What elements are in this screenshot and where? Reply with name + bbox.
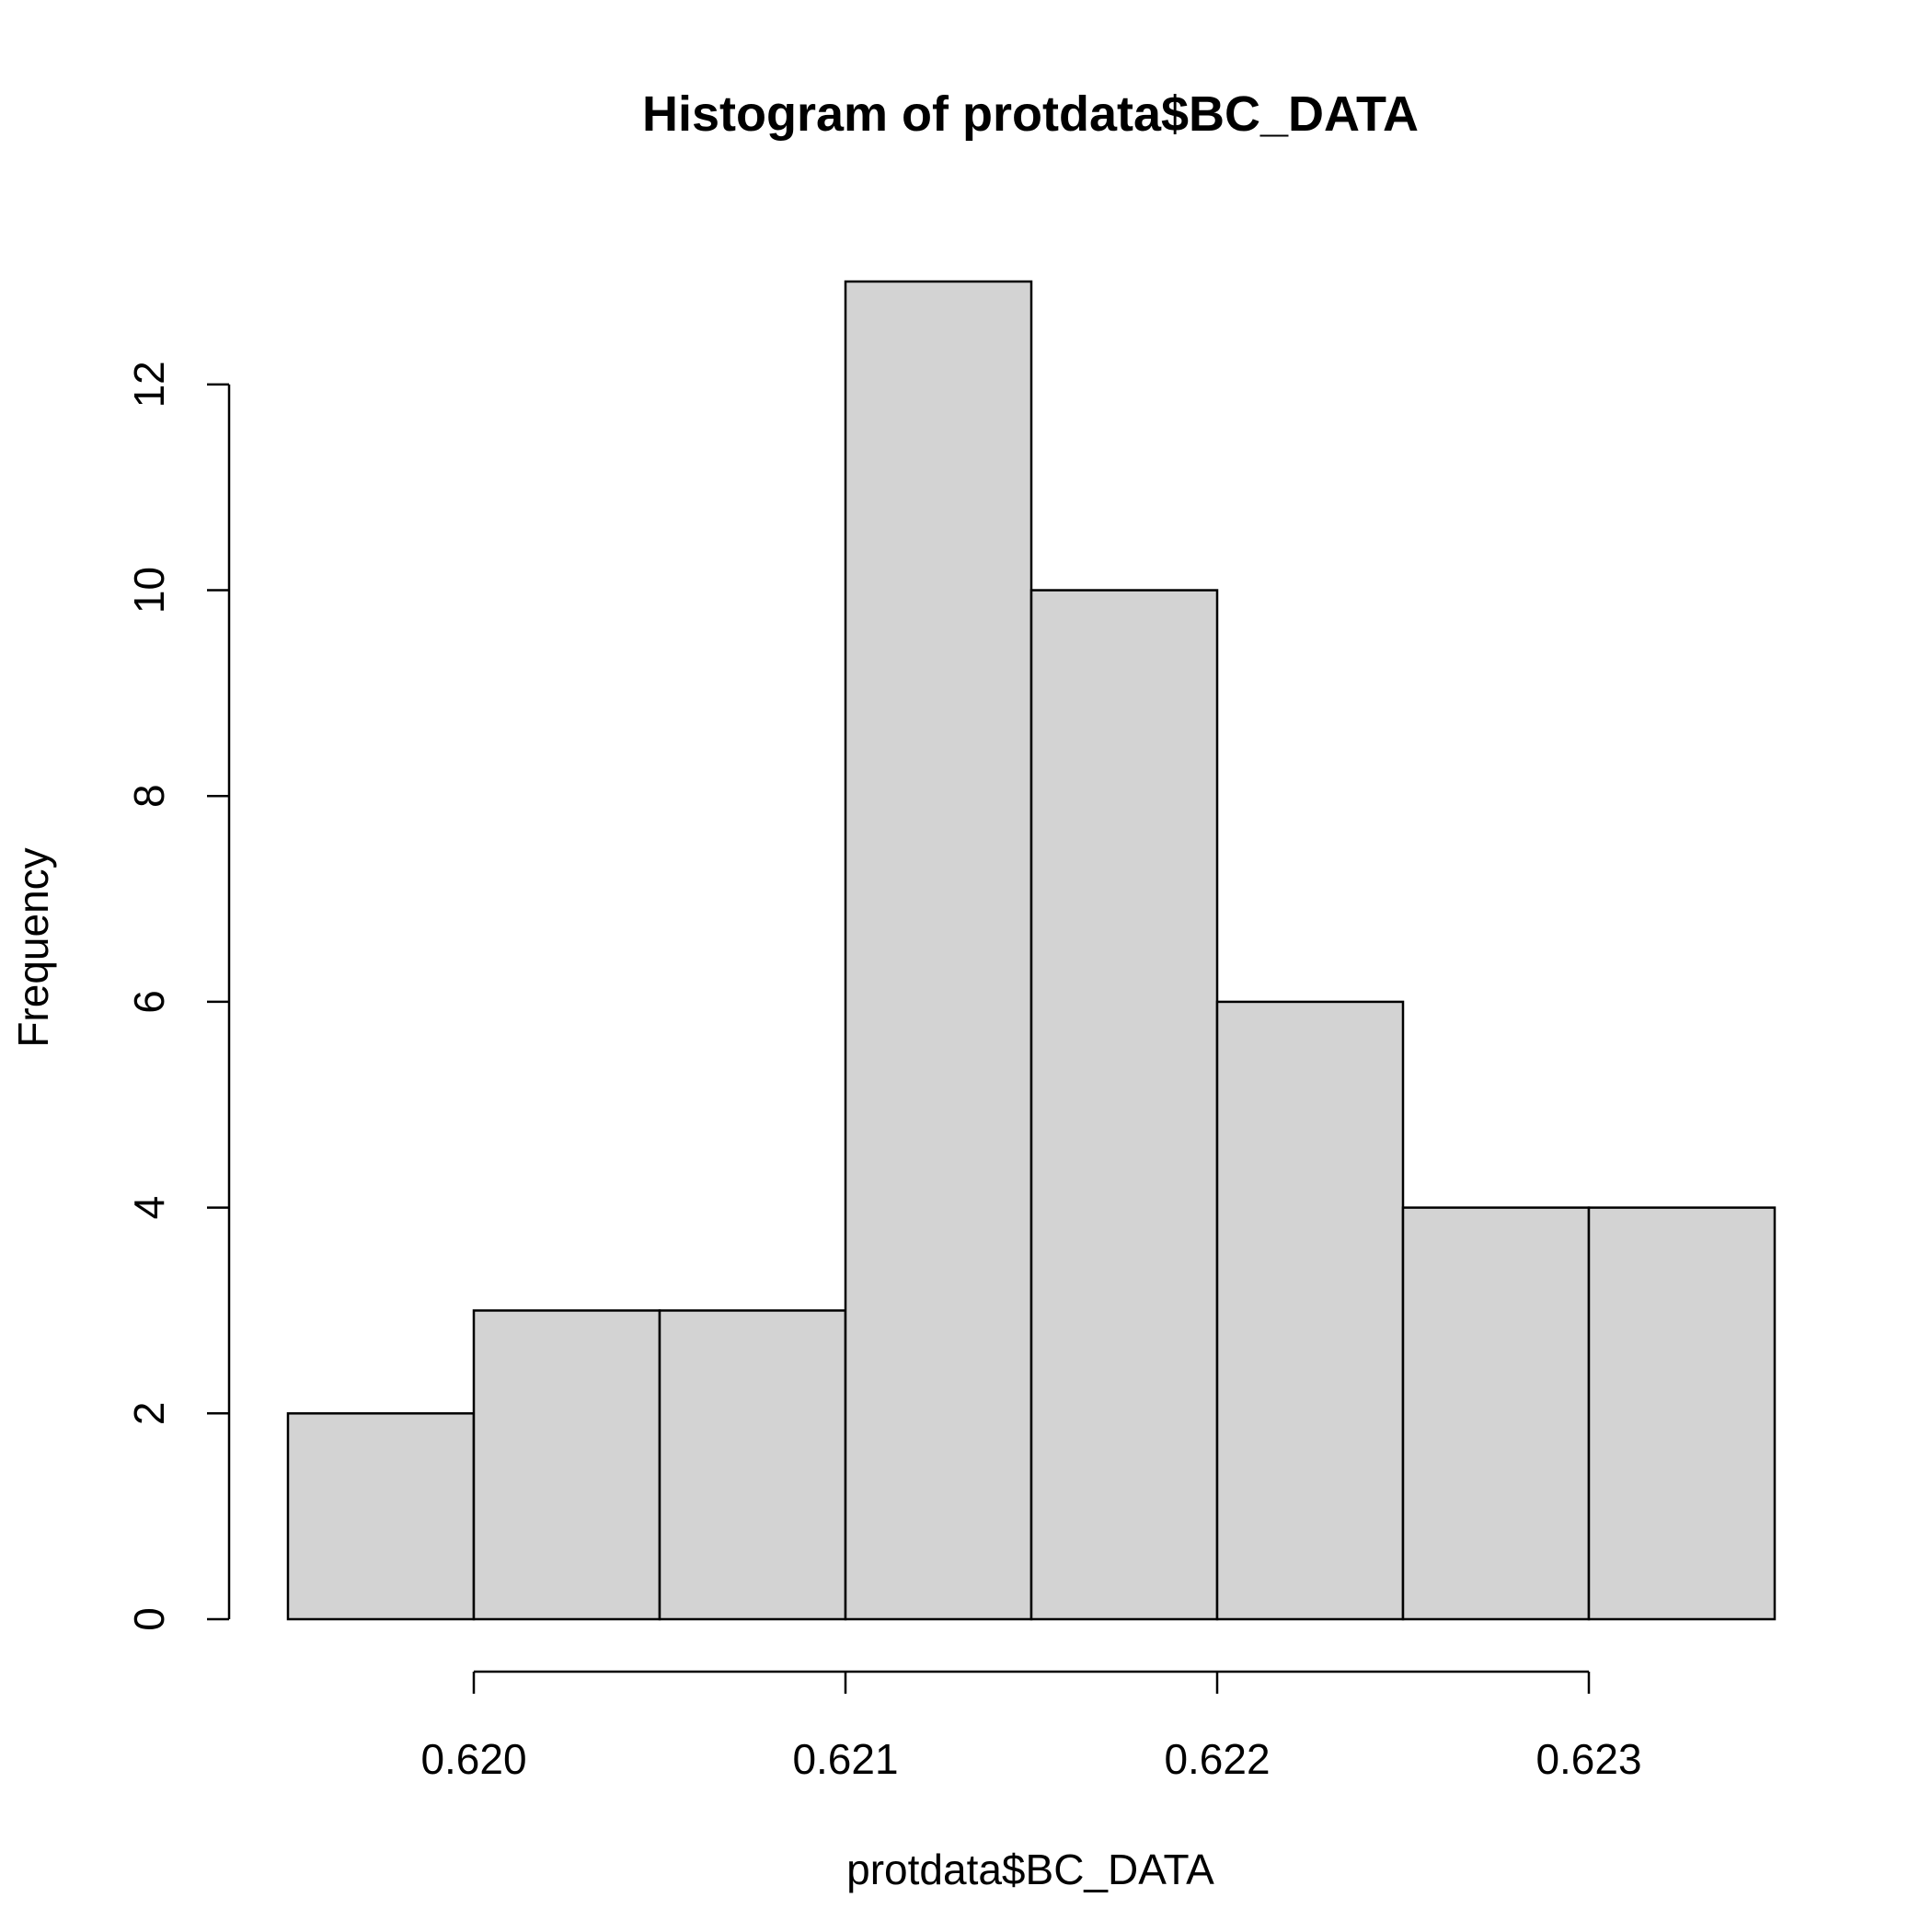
histogram-bar-8 bbox=[1587, 1206, 1777, 1621]
x-axis-label: protdata$BC_DATA bbox=[846, 1846, 1214, 1893]
x-tick-label: 0.623 bbox=[1535, 1735, 1641, 1783]
histogram-bar-5 bbox=[1029, 589, 1219, 1621]
y-tick-label: 10 bbox=[125, 567, 173, 614]
histogram-bar-2 bbox=[472, 1309, 661, 1621]
y-tick-label: 4 bbox=[125, 1196, 173, 1220]
x-tick-label: 0.620 bbox=[420, 1735, 526, 1783]
histogram-bar-1 bbox=[286, 1412, 476, 1621]
y-tick-label: 8 bbox=[125, 784, 173, 808]
x-axis: 0.620 0.621 0.622 0.623 bbox=[420, 1670, 1642, 1783]
histogram-bars bbox=[286, 280, 1777, 1621]
y-tick-label: 6 bbox=[125, 990, 173, 1014]
chart-title: Histogram of protdata$BC_DATA bbox=[642, 86, 1419, 142]
y-axis: 0 2 4 6 8 10 12 bbox=[125, 361, 231, 1631]
x-tick-label: 0.622 bbox=[1164, 1735, 1270, 1783]
y-axis-label: Frequency bbox=[9, 847, 57, 1047]
x-tick-label: 0.621 bbox=[792, 1735, 898, 1783]
histogram-bar-7 bbox=[1401, 1206, 1591, 1621]
y-tick-label: 12 bbox=[125, 361, 173, 408]
y-tick-label: 2 bbox=[125, 1402, 173, 1426]
y-tick-label: 0 bbox=[125, 1607, 173, 1631]
histogram-bar-3 bbox=[658, 1309, 847, 1621]
histogram-bar-4 bbox=[844, 280, 1033, 1621]
histogram-bar-6 bbox=[1215, 1000, 1405, 1621]
